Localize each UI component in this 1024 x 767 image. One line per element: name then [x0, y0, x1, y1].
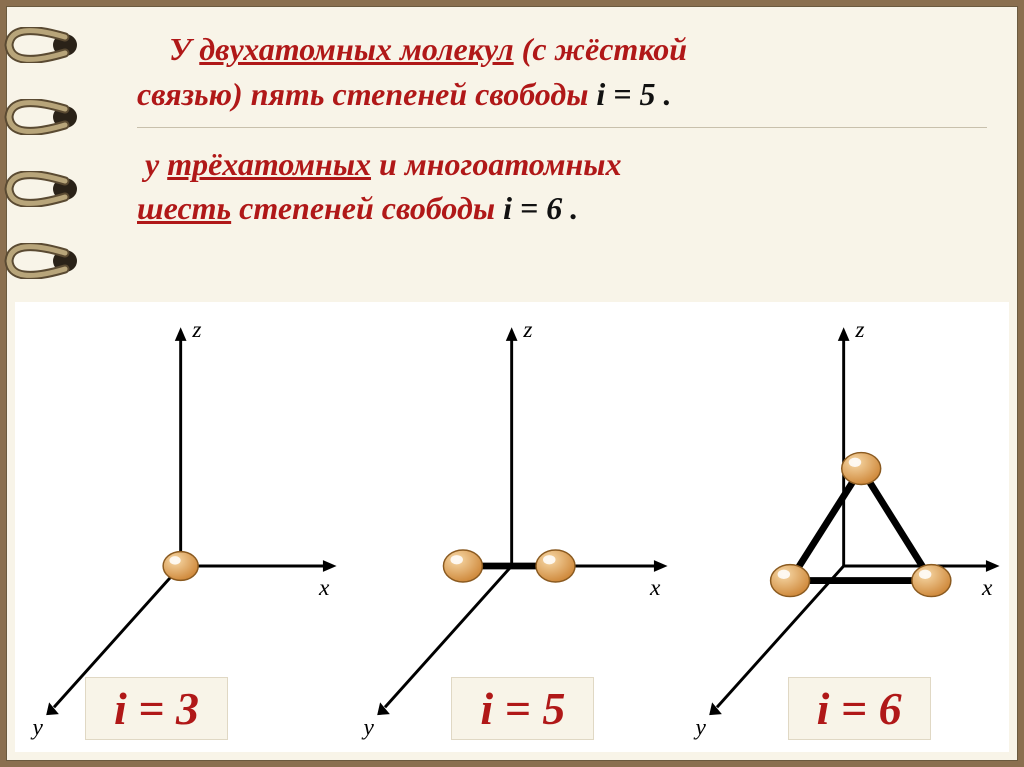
- y-label: y: [31, 715, 44, 741]
- i-equals-label: i = 3: [85, 677, 228, 740]
- bond: [861, 469, 931, 581]
- x-arrow: [986, 560, 1000, 572]
- t3-mid: и многоатомных: [371, 146, 621, 182]
- z-arrow: [506, 327, 518, 341]
- z-label: z: [191, 317, 201, 343]
- x-label: x: [318, 575, 330, 601]
- t2-prefix: связью) пять степеней свободы: [137, 76, 596, 112]
- atom: [770, 565, 809, 597]
- page: У двухатомных молекул (с жёсткой связью)…: [6, 6, 1018, 761]
- outer-frame: У двухатомных молекул (с жёсткой связью)…: [0, 0, 1024, 767]
- paragraph-1: У двухатомных молекул (с жёсткой связью)…: [137, 27, 987, 117]
- atom: [163, 552, 198, 581]
- t4-u: шесть: [137, 190, 231, 226]
- t1-suffix: (с жёсткой: [514, 31, 687, 67]
- x-label: x: [649, 575, 661, 601]
- t1-prefix: У: [169, 31, 199, 67]
- t2-formula: i = 5 .: [596, 76, 671, 112]
- diagrams-row: z x y i = 3: [15, 302, 1009, 752]
- diagram-2: z x y i = 5: [346, 302, 677, 752]
- z-arrow: [837, 327, 849, 341]
- z-arrow: [175, 327, 187, 341]
- spiral-ring: [1, 243, 81, 279]
- z-label: z: [854, 317, 864, 343]
- paragraph-2: у трёхатомных и многоатомных шесть степе…: [137, 142, 987, 232]
- diagram-3: z x y i = 6: [678, 302, 1009, 752]
- y-label: y: [693, 715, 706, 741]
- divider: [137, 127, 987, 128]
- diagram-1: z x y i = 3: [15, 302, 346, 752]
- atom: [912, 565, 951, 597]
- text-content: У двухатомных молекул (с жёсткой связью)…: [7, 7, 1017, 231]
- atom: [536, 550, 575, 582]
- t3-prefix: у: [145, 146, 167, 182]
- z-label: z: [523, 317, 533, 343]
- x-label: x: [981, 575, 993, 601]
- bond: [790, 469, 861, 581]
- t4-mid: степеней свободы: [231, 190, 503, 226]
- x-arrow: [323, 560, 337, 572]
- i-equals-label: i = 6: [788, 677, 931, 740]
- y-label: y: [362, 715, 375, 741]
- atom: [444, 550, 483, 582]
- x-arrow: [654, 560, 668, 572]
- t3-u1: трёхатомных: [167, 146, 371, 182]
- t4-formula: i = 6 .: [503, 190, 578, 226]
- t1-underlined: двухатомных молекул: [199, 31, 513, 67]
- i-equals-label: i = 5: [451, 677, 594, 740]
- atom: [841, 453, 880, 485]
